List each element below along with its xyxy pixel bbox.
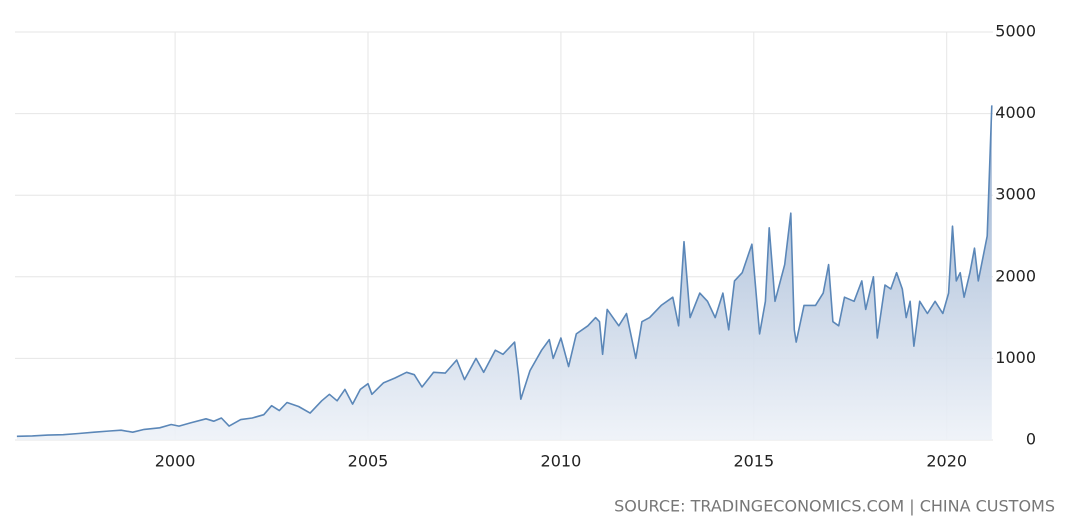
line: [16, 105, 993, 438]
x-tick-label: 2000: [155, 452, 196, 471]
grid: 0 1000 2000 3000 4000 5000 2000 2005 2010 2015 202…: [15, 22, 1036, 471]
y-tick-label: 2000: [995, 266, 1036, 285]
x-tick-label: 2020: [926, 452, 967, 471]
y-tick-label: 3000: [995, 185, 1036, 204]
source-note: SOURCE: TRADINGECONOMICS.COM | CHINA CUS…: [614, 497, 1055, 516]
x-tick-label: 2005: [348, 452, 389, 471]
x-tick-label: 2015: [733, 452, 774, 471]
y-tick-label: 1000: [995, 348, 1036, 367]
y-tick-label: 4000: [995, 103, 1036, 122]
y-tick-label: 0: [1026, 430, 1036, 449]
x-tick-label: 2010: [541, 452, 582, 471]
area: [16, 105, 992, 441]
plot: [16, 105, 993, 441]
y-tick-label: 5000: [995, 22, 1036, 41]
